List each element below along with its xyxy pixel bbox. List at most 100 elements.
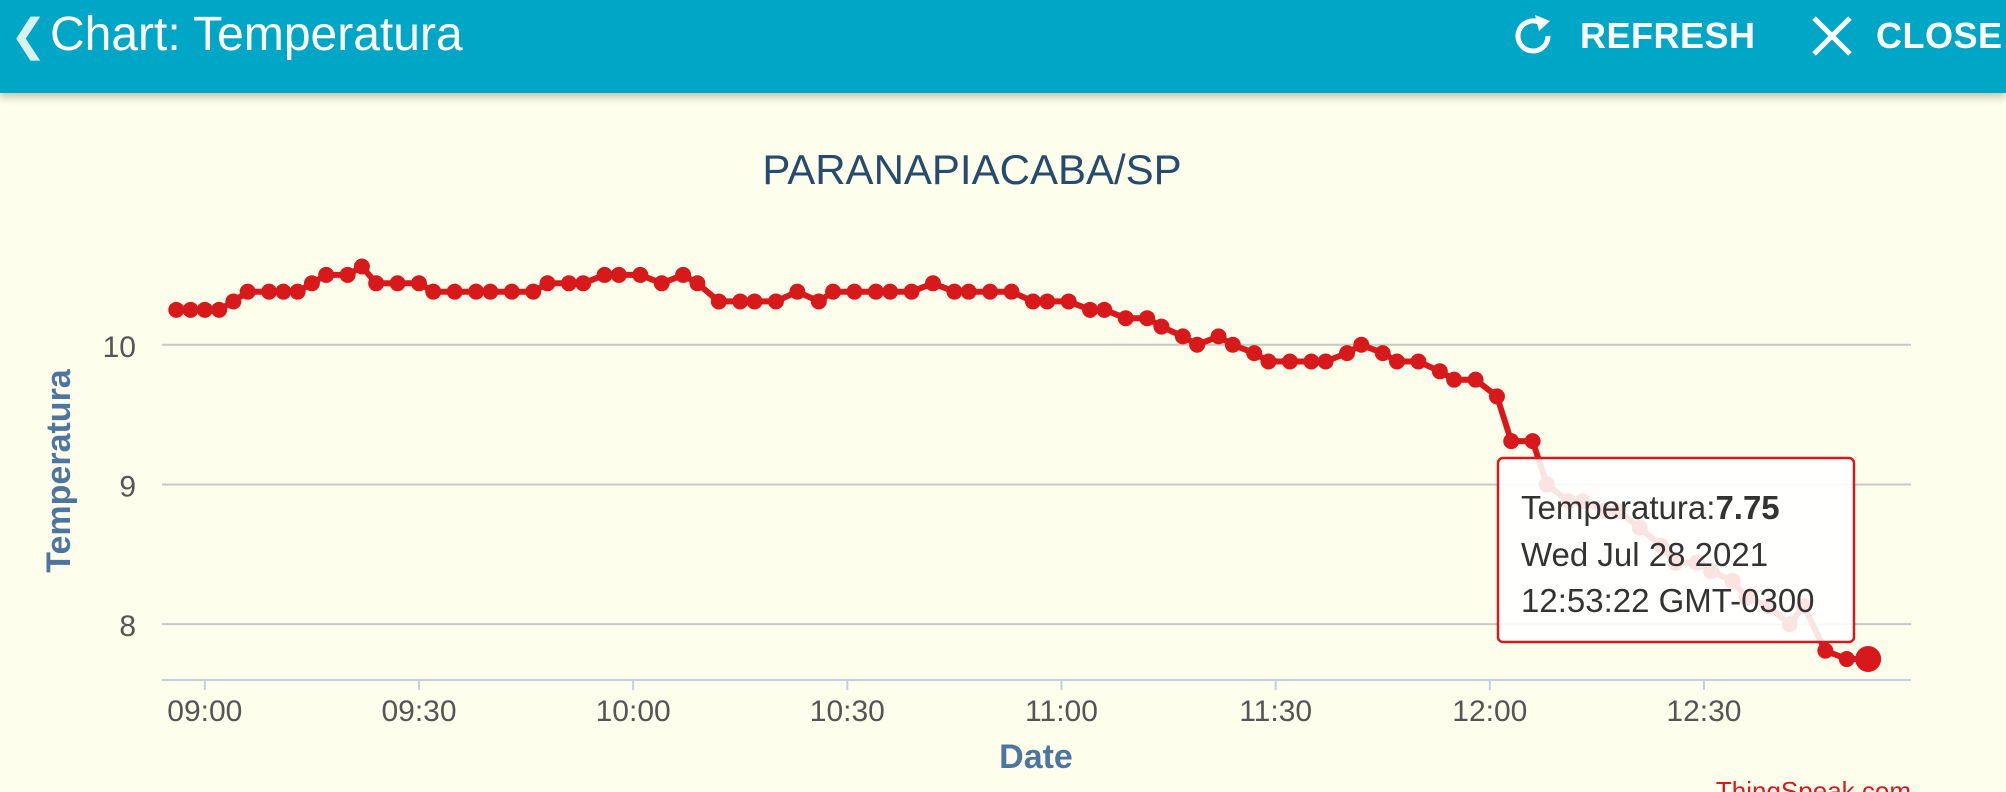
data-point[interactable]	[1060, 293, 1077, 310]
data-point[interactable]	[1153, 318, 1170, 335]
data-point[interactable]	[1374, 345, 1391, 362]
data-point[interactable]	[1303, 353, 1320, 370]
data-point[interactable]	[289, 283, 306, 300]
data-point[interactable]	[675, 266, 692, 283]
data-point[interactable]	[225, 293, 242, 310]
chart-credit[interactable]: ThingSpeak.com	[1716, 776, 1911, 792]
data-point[interactable]	[525, 283, 542, 300]
data-point[interactable]	[710, 293, 727, 310]
data-point[interactable]	[1446, 371, 1463, 388]
data-point[interactable]	[732, 293, 749, 310]
data-point[interactable]	[1353, 336, 1370, 353]
hover-point[interactable]	[1855, 646, 1882, 673]
data-point[interactable]	[575, 275, 592, 292]
data-point[interactable]	[1003, 283, 1020, 300]
data-point[interactable]	[182, 301, 199, 318]
data-point[interactable]	[1817, 642, 1834, 659]
tooltip-value: 7.75	[1715, 489, 1779, 526]
chevron-left-icon[interactable]: ❮	[10, 11, 47, 60]
y-axis-ticks: 8 9 10	[103, 331, 136, 643]
data-point[interactable]	[1174, 328, 1191, 345]
tooltip-series-label: Temperatura:	[1521, 489, 1715, 526]
refresh-button[interactable]: REFRESH	[1508, 8, 1756, 64]
data-point[interactable]	[318, 266, 335, 283]
data-point[interactable]	[903, 283, 920, 300]
data-point[interactable]	[946, 283, 963, 300]
data-point[interactable]	[632, 266, 649, 283]
data-point[interactable]	[196, 301, 213, 318]
tooltip-line-1: Temperatura:7.75	[1521, 489, 1780, 526]
data-point[interactable]	[261, 283, 278, 300]
data-point[interactable]	[924, 275, 941, 292]
data-point[interactable]	[168, 301, 185, 318]
data-point[interactable]	[867, 283, 884, 300]
data-point[interactable]	[1210, 328, 1227, 345]
data-point[interactable]	[482, 283, 499, 300]
data-point[interactable]	[1281, 353, 1298, 370]
data-point[interactable]	[339, 266, 356, 283]
data-point[interactable]	[767, 293, 784, 310]
x-tick-label: 12:00	[1452, 695, 1527, 728]
data-point[interactable]	[410, 275, 427, 292]
data-point[interactable]	[1431, 363, 1448, 380]
x-tick-label: 11:30	[1239, 695, 1312, 728]
data-point[interactable]	[425, 283, 442, 300]
x-axis-ticks: 09:00 09:30 10:00 10:30 11:00 11:30 12:00 12:30	[167, 680, 1742, 728]
data-point[interactable]	[825, 283, 842, 300]
data-point[interactable]	[1139, 310, 1156, 327]
data-point[interactable]	[303, 275, 320, 292]
data-point[interactable]	[539, 275, 556, 292]
data-point[interactable]	[810, 293, 827, 310]
data-point[interactable]	[503, 283, 520, 300]
data-point[interactable]	[239, 283, 256, 300]
data-point[interactable]	[1503, 433, 1520, 450]
data-point[interactable]	[211, 301, 228, 318]
data-point[interactable]	[1189, 336, 1206, 353]
y-tick-label: 10	[103, 331, 136, 364]
data-point[interactable]	[560, 275, 577, 292]
data-point[interactable]	[1467, 371, 1484, 388]
top-bar: ❮ Chart: Temperatura REFRESH CLOSE	[0, 0, 2006, 93]
data-point[interactable]	[746, 293, 763, 310]
tooltip-box	[1496, 456, 1856, 644]
x-tick-label: 09:00	[167, 695, 242, 728]
close-button[interactable]: CLOSE	[1810, 8, 2003, 64]
data-point[interactable]	[446, 283, 463, 300]
data-point[interactable]	[610, 266, 627, 283]
x-axis-label: Date	[999, 738, 1073, 776]
x-tick-label: 10:30	[810, 695, 885, 728]
data-point[interactable]	[1389, 353, 1406, 370]
data-point[interactable]	[846, 283, 863, 300]
data-point[interactable]	[1096, 301, 1113, 318]
data-point[interactable]	[275, 283, 292, 300]
y-tick-label: 8	[119, 610, 136, 643]
data-point[interactable]	[1082, 301, 1099, 318]
data-point[interactable]	[353, 258, 370, 275]
data-point[interactable]	[1410, 353, 1427, 370]
data-point[interactable]	[1317, 353, 1334, 370]
data-point[interactable]	[1246, 345, 1263, 362]
data-point[interactable]	[882, 283, 899, 300]
data-point[interactable]	[982, 283, 999, 300]
tooltip: Temperatura:7.75 Wed Jul 28 2021 12:53:2…	[1496, 456, 1856, 644]
data-point[interactable]	[689, 275, 706, 292]
refresh-label: REFRESH	[1580, 15, 1756, 56]
page-title: Chart: Temperatura	[50, 8, 463, 61]
data-point[interactable]	[368, 275, 385, 292]
data-point[interactable]	[389, 275, 406, 292]
data-point[interactable]	[1117, 310, 1134, 327]
data-point[interactable]	[1224, 336, 1241, 353]
data-point[interactable]	[1488, 388, 1505, 405]
data-point[interactable]	[653, 275, 670, 292]
data-point[interactable]	[1260, 353, 1277, 370]
data-point[interactable]	[1524, 433, 1541, 450]
data-point[interactable]	[789, 283, 806, 300]
x-tick-label: 09:30	[381, 695, 456, 728]
data-point[interactable]	[1024, 293, 1041, 310]
data-point[interactable]	[1838, 651, 1855, 668]
data-point[interactable]	[960, 283, 977, 300]
data-point[interactable]	[468, 283, 485, 300]
data-point[interactable]	[1039, 293, 1056, 310]
data-point[interactable]	[596, 266, 613, 283]
data-point[interactable]	[1339, 345, 1356, 362]
